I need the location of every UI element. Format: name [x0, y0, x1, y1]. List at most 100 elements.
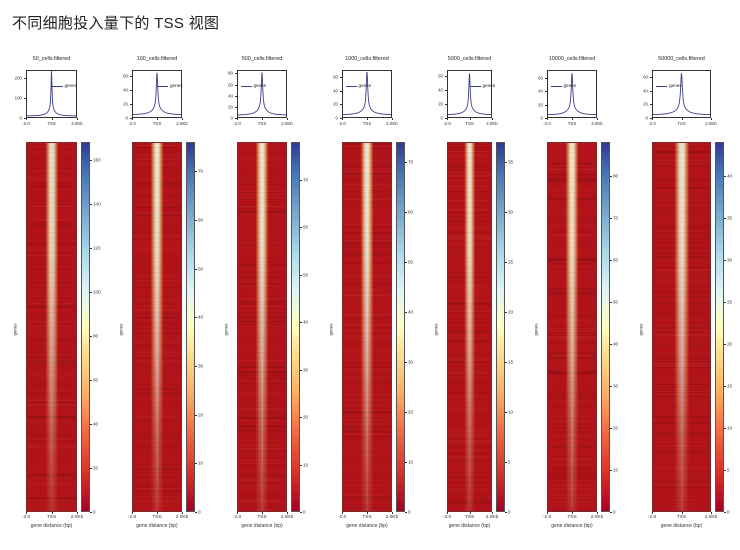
colorbar-tick-label: 15: [508, 359, 514, 365]
heatmap-panel-1: 50_cells.filtered 0 100 200 -2.0 TSS 2.0Kb gene…: [0, 56, 106, 550]
profile-ytick-mark: [545, 91, 547, 93]
panel-main-4: 1000_cells.filtered 0 20 40 60 -2.0 TSS 2.0Kb ge…: [316, 56, 399, 550]
legend-label: genes: [482, 83, 496, 89]
profile-ytick-mark: [340, 76, 342, 78]
y-axis-label: genes: [533, 323, 539, 336]
legend-swatch: [656, 86, 668, 88]
colorbar-tick-mark: [724, 343, 726, 345]
profile-xtick-label: TSS: [465, 121, 474, 126]
heatmap-canvas: [132, 142, 182, 512]
colorbar-3[interactable]: 0 10 20 30 40 50 60 70: [291, 56, 316, 550]
colorbar-tick-label: 70: [408, 159, 414, 165]
colorbar-tick-mark: [195, 512, 197, 513]
y-axis-label: genes: [118, 323, 124, 336]
profile-ytick-mark: [130, 89, 132, 91]
colorbar-tick-mark: [610, 217, 612, 219]
colorbar-tick-label: 50: [408, 259, 414, 265]
colorbar-tick-mark: [195, 414, 197, 416]
legend-swatch: [469, 86, 481, 88]
heatmap-xtick-label: -2.0: [337, 515, 347, 520]
heatmap-xtick-mark: [237, 512, 238, 514]
heatmap-xtick-mark: [492, 512, 493, 514]
heatmap-xtick-label: -2.0: [647, 515, 657, 520]
heatmap-5[interactable]: [447, 142, 492, 512]
profile-xtick-label: TSS: [152, 121, 162, 126]
profile-plot-2: [132, 70, 182, 118]
colorbar-tick-label: 10: [303, 462, 309, 468]
heatmap-4[interactable]: [342, 142, 392, 512]
heatmap-xtick-label: TSS: [464, 515, 475, 520]
colorbar-gradient: [291, 142, 300, 512]
profile-xtick-mark: [547, 118, 548, 120]
heatmap-xtick-mark: [681, 512, 683, 514]
profile-xtick-mark: [237, 118, 238, 120]
colorbar-tick-mark: [610, 301, 612, 303]
colorbar-tick-mark: [610, 343, 612, 345]
colorbar-tick-label: 80: [613, 173, 619, 179]
colorbar-tick-mark: [90, 159, 92, 161]
colorbar-tick-mark: [405, 262, 407, 263]
colorbar-1[interactable]: 0 20 40 60 80 100 120 140 160: [81, 56, 106, 550]
colorbar-tick-mark: [505, 162, 507, 163]
colorbar-tick-label: 0: [727, 509, 730, 515]
heatmap-xtick-mark: [572, 512, 573, 514]
profile-xtick-mark: [492, 118, 493, 120]
heatmap-panel-5: 5000_cells.filtered 0 20 40 60 -2.0 TSS 2.0Kb ge…: [421, 56, 521, 550]
colorbar-tick-label: 60: [613, 257, 619, 263]
colorbar-5[interactable]: 0 5 10 15 20 25 30 35: [496, 56, 521, 550]
colorbar-tick-mark: [90, 379, 92, 381]
colorbar-4[interactable]: 0 10 20 30 40 50 60 70: [396, 56, 421, 550]
heatmap-2[interactable]: [132, 142, 182, 512]
colorbar-tick-label: 50: [613, 299, 619, 305]
heatmap-tss-spike: [50, 142, 53, 512]
colorbar-tick-label: 140: [93, 201, 101, 207]
colorbar-6[interactable]: 0 10 20 30 40 50 60 70 80: [601, 56, 626, 550]
y-axis-label: genes: [223, 323, 229, 336]
colorbar-tick-mark: [405, 362, 407, 363]
colorbar-tick-label: 35: [727, 215, 733, 221]
colorbar-tick-label: 30: [198, 363, 204, 369]
heatmap-xtick-mark: [367, 512, 368, 514]
panel-main-7: 50000_cells.filtered 0 20 40 60 -2.0 TSS 2.0Kb g…: [626, 56, 718, 550]
heatmap-6[interactable]: [547, 142, 597, 512]
colorbar-tick-label: 40: [613, 341, 619, 347]
colorbar-tick-label: 30: [727, 257, 733, 263]
profile-ytick-label: 0: [645, 115, 648, 121]
colorbar-tick-label: 20: [408, 409, 414, 415]
heatmap-3[interactable]: [237, 142, 287, 512]
colorbar-tick-label: 30: [408, 359, 414, 365]
colorbar-tick-label: 20: [198, 412, 204, 418]
profile-ytick-mark: [340, 104, 342, 105]
colorbar-tick-label: 0: [198, 509, 201, 515]
panel-main-6: 10000_cells.filtered 0 20 40 60 -2.0 TSS 2.0Kb g…: [521, 56, 604, 550]
profile-ytick-label: 0: [335, 115, 338, 121]
colorbar-tick-label: 30: [303, 367, 309, 373]
colorbar-7[interactable]: 0 5 10 15 20 25 30 35 40: [715, 56, 740, 550]
profile-xtick-label: -2.0: [233, 121, 241, 126]
heatmap-1[interactable]: [26, 142, 77, 512]
colorbar-tick-mark: [405, 212, 407, 213]
colorbar-tick-mark: [300, 179, 302, 181]
profile-ytick-label: 20: [228, 104, 233, 110]
profile-ytick-label: 0: [19, 115, 22, 121]
colorbar-gradient: [81, 142, 90, 512]
colorbar-2[interactable]: 0 10 20 30 40 50 60 70: [186, 56, 211, 550]
profile-ytick-label: 0: [540, 115, 543, 121]
x-axis-label: gene distance (bp): [346, 523, 388, 529]
colorbar-tick-label: 40: [727, 173, 733, 179]
profile-ytick-label: 20: [333, 101, 338, 107]
profile-xtick-label: TSS: [362, 121, 372, 126]
heatmap-7[interactable]: [652, 142, 711, 512]
heatmap-xtick-label: -2.0: [232, 515, 242, 520]
colorbar-tick-mark: [90, 203, 92, 205]
profile-ytick-label: 20: [438, 101, 443, 107]
profile-xtick-mark: [132, 118, 133, 120]
profile-ytick-mark: [650, 90, 652, 92]
colorbar-tick-mark: [610, 385, 612, 387]
heatmap-grain: [26, 142, 77, 512]
profile-ytick-label: 60: [123, 73, 128, 79]
colorbar-tick-label: 40: [408, 309, 414, 315]
legend-label: genes: [170, 83, 183, 89]
colorbar-tick-label: 40: [93, 421, 99, 427]
colorbar-tick-label: 80: [93, 333, 99, 339]
